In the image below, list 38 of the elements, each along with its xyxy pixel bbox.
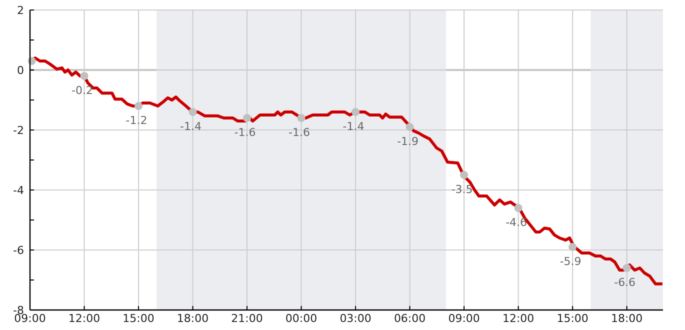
y-tick-label: 0 <box>17 64 24 77</box>
data-label: -1.9 <box>397 135 419 148</box>
y-tick-label: 2 <box>17 4 24 17</box>
data-label: -1.4 <box>342 120 364 133</box>
point <box>460 171 468 179</box>
x-tick-label: 21:00 <box>231 312 263 325</box>
point <box>188 108 197 116</box>
data-label: -1.6 <box>234 126 256 139</box>
data-label: -5.9 <box>560 255 582 268</box>
data-label: -1.6 <box>288 126 310 139</box>
x-tick-label: 18:00 <box>610 312 643 325</box>
point <box>622 264 631 272</box>
data-label: -3.5 <box>451 183 473 196</box>
x-tick-label: 06:00 <box>394 312 426 325</box>
y-tick-label: -4 <box>13 184 24 197</box>
point <box>352 108 360 116</box>
x-tick-label: 03:00 <box>340 312 372 325</box>
data-label: -1.2 <box>126 114 148 127</box>
x-tick-label: 15:00 <box>122 312 154 325</box>
x-tick-label: 00:00 <box>285 312 318 325</box>
x-tick-label: 18:00 <box>176 312 209 325</box>
y-tick-label: -6 <box>13 244 24 257</box>
x-tick-label: 12:00 <box>502 312 534 325</box>
point <box>297 114 306 122</box>
x-tick-label: 09:00 <box>448 312 480 325</box>
x-tick-label: 15:00 <box>556 312 588 325</box>
point <box>134 102 143 110</box>
point <box>406 123 414 131</box>
y-tick-label: -2 <box>13 124 24 137</box>
point <box>568 243 577 251</box>
data-label: -0.2 <box>72 84 93 97</box>
data-label: -1.4 <box>180 120 202 133</box>
point <box>243 114 252 122</box>
x-tick-label: 12:00 <box>68 312 100 325</box>
data-label: -6.6 <box>614 276 636 289</box>
point <box>514 204 522 212</box>
point <box>80 72 88 80</box>
data-label: -4.6 <box>506 216 528 229</box>
